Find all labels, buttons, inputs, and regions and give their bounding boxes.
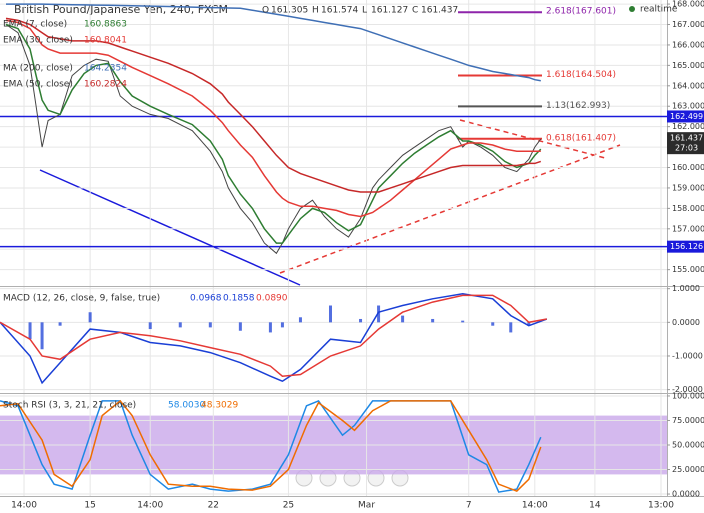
- histogram-bar: [280, 322, 284, 328]
- legend-value: 0.1858: [223, 294, 255, 304]
- y-tick-label: 1.0000: [672, 284, 700, 293]
- y-tick-label: 157.000: [672, 224, 704, 233]
- y-tick-label: 165.000: [672, 61, 704, 70]
- x-tick-label: 22: [208, 501, 219, 511]
- x-tick-label: 13:00: [648, 501, 674, 511]
- series-line: [0, 294, 547, 377]
- ohlc-key: C: [412, 6, 418, 16]
- last-price-tag: [667, 132, 704, 155]
- y-tick-label: -2.0000: [672, 385, 703, 394]
- y-tick-label: 100.0000: [672, 391, 704, 400]
- histogram-bar: [527, 322, 531, 326]
- series-line: [6, 3, 541, 82]
- series-line: [0, 399, 542, 492]
- legend-label: MA (200, close): [3, 64, 73, 74]
- legend-value: 160.8041: [84, 36, 127, 46]
- ohlc-value: 161.437: [421, 6, 458, 16]
- ohlc-key: O: [262, 6, 269, 16]
- legend-label: EMA (30, close): [3, 36, 73, 46]
- countdown: 27:03: [675, 144, 698, 153]
- y-tick-label: 50.0000: [672, 441, 704, 450]
- fib-label: 0.618(161.407): [546, 133, 616, 143]
- legend-value: 160.8863: [84, 20, 127, 30]
- histogram-bar: [401, 315, 405, 323]
- x-tick-label: 7: [466, 501, 472, 511]
- legend-value: 0.0890: [256, 294, 288, 304]
- legend-value: 58.0030: [168, 401, 205, 411]
- histogram-bar: [328, 305, 332, 323]
- trend-line: [39, 169, 301, 286]
- x-tick-label: 14: [589, 501, 601, 511]
- histogram-bar: [40, 322, 44, 350]
- y-tick-label: 25.0000: [672, 465, 704, 474]
- y-tick-label: 162.000: [672, 122, 704, 131]
- histogram-bar: [298, 317, 302, 323]
- status-dot: [629, 6, 635, 12]
- ohlc-value: 161.574: [321, 6, 358, 16]
- last-price-label: 161.437: [670, 134, 703, 143]
- fib-label: 1.13(162.993): [546, 101, 610, 111]
- y-tick-label: 167.000: [672, 20, 704, 29]
- level-label: 156.126: [670, 242, 703, 251]
- ohlc-key: H: [312, 6, 319, 16]
- y-tick-label: 163.000: [672, 102, 704, 111]
- histogram-bar: [238, 322, 242, 331]
- ohlc-value: 161.127: [371, 6, 408, 16]
- histogram-bar: [148, 322, 152, 330]
- histogram-bar: [377, 305, 381, 323]
- x-tick-label: 14:00: [11, 501, 37, 511]
- histogram-bar: [431, 318, 435, 323]
- y-tick-label: 168.000: [672, 0, 704, 9]
- ohlc-key: L: [362, 6, 367, 16]
- y-tick-label: 158.000: [672, 204, 704, 213]
- y-tick-label: 75.0000: [672, 416, 704, 425]
- histogram-bar: [509, 322, 513, 333]
- x-tick-label: 14:00: [137, 501, 163, 511]
- y-tick-label: 160.000: [672, 163, 704, 172]
- legend-value: 160.2824: [84, 80, 127, 90]
- level-tag: [667, 240, 704, 253]
- histogram-bar: [208, 322, 212, 328]
- histogram-bar: [178, 322, 182, 328]
- level-tag: [667, 110, 704, 123]
- ohlc-value: 161.305: [271, 6, 308, 16]
- histogram-bar: [58, 322, 62, 326]
- panel-title: Stoch RSI (3, 3, 21, 21, close): [3, 401, 136, 411]
- histogram-bar: [88, 312, 92, 323]
- histogram-bar: [491, 322, 495, 326]
- histogram-bar: [461, 320, 465, 323]
- y-tick-label: 155.000: [672, 265, 704, 274]
- y-tick-label: -1.0000: [672, 351, 703, 360]
- y-tick-label: 166.000: [672, 40, 704, 49]
- histogram-bar: [359, 318, 363, 323]
- legend-label: EMA (7, close): [3, 20, 67, 30]
- x-tick-label: 25: [283, 501, 294, 511]
- level-label: 162.499: [670, 112, 703, 121]
- y-tick-label: 0.0000: [672, 490, 700, 499]
- series-line: [5, 23, 542, 244]
- histogram-bar: [28, 322, 32, 340]
- legend-value: 0.0968: [190, 294, 222, 304]
- x-tick-label: Mar: [358, 501, 375, 511]
- x-tick-label: 14:00: [522, 501, 548, 511]
- trend-line: [279, 144, 621, 274]
- y-tick-label: 159.000: [672, 183, 704, 192]
- series-line: [5, 24, 542, 255]
- y-tick-label: 0.0000: [672, 318, 700, 327]
- fib-label: 2.618(167.601): [546, 7, 616, 17]
- y-tick-label: 164.000: [672, 81, 704, 90]
- x-tick-label: 15: [84, 501, 95, 511]
- status: realtime: [640, 5, 678, 15]
- legend-value: 48.3029: [201, 401, 238, 411]
- histogram-bar: [268, 322, 272, 333]
- fib-label: 1.618(164.504): [546, 70, 616, 80]
- series-line: [0, 399, 542, 493]
- legend-value: 164.2354: [84, 64, 127, 74]
- panel-title: MACD (12, 26, close, 9, false, true): [3, 294, 160, 304]
- series-line: [5, 19, 541, 218]
- legend-label: EMA (50, close): [3, 80, 73, 90]
- series-line: [5, 17, 542, 193]
